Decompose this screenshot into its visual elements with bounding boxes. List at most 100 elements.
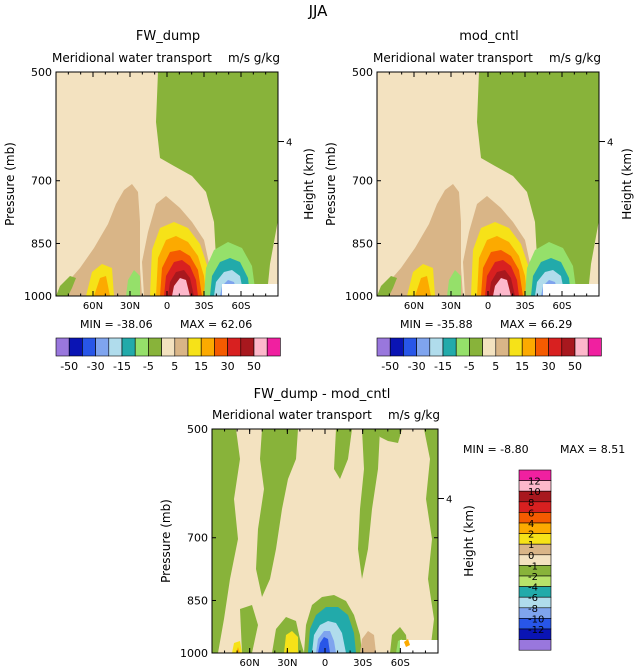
colorbar-label: -5: [464, 360, 475, 373]
panel-left-yticks: 500 700 850 1000: [24, 66, 278, 303]
y-tick-label: 500: [352, 66, 373, 79]
colorbar-swatch: [134, 337, 149, 357]
panel-right-max: MAX = 66.29: [500, 318, 572, 331]
colorbar-swatch: [518, 543, 552, 556]
y-tick-label: 850: [187, 594, 208, 607]
colorbar-label: 2: [528, 530, 534, 541]
colorbar-swatch: [574, 337, 589, 357]
height-tick-label: 4: [446, 495, 452, 506]
colorbar-label: 0: [528, 551, 534, 562]
colorbar-label: 4: [528, 519, 534, 530]
panel-left-ylabel-right: Height (km): [302, 148, 316, 219]
colorbar-swatch: [240, 337, 255, 357]
panel-diff-yticks: 500 700 850 1000: [180, 423, 438, 660]
x-tick-label: 30S: [194, 301, 213, 312]
y-tick-label: 500: [31, 66, 52, 79]
colorbar-swatch: [55, 337, 70, 357]
colorbar-swatch: [200, 337, 215, 357]
x-tick-label: 60N: [404, 301, 424, 312]
height-tick-label: 4: [286, 138, 292, 149]
panel-diff-subtitle-right: m/s g/kg: [388, 408, 440, 422]
y-tick-label: 850: [31, 237, 52, 250]
colorbar-swatch: [482, 337, 497, 357]
x-tick-label: 0: [322, 658, 328, 669]
y-tick-label: 850: [352, 237, 373, 250]
colorbar-label: 12: [528, 477, 541, 488]
colorbar-label: -12: [528, 625, 544, 636]
panel-left-xticks: 60N 30N 0 30S 60S: [67, 72, 267, 312]
y-tick-label: 700: [31, 175, 52, 188]
panel-diff: FW_dump - mod_cntl Meridional water tran…: [159, 387, 625, 669]
colorbar-swatch: [403, 337, 417, 357]
colorbar-swatch: [121, 337, 136, 357]
colorbar-label: 8: [528, 498, 534, 509]
x-tick-label: 60N: [83, 301, 103, 312]
panel-left-subtitle-left: Meridional water transport: [52, 51, 212, 65]
panel-diff-min: MIN = -8.80: [463, 443, 529, 456]
x-tick-label: 30S: [515, 301, 534, 312]
colorbar-label: -30: [87, 360, 105, 373]
colorbar-swatch: [548, 337, 563, 357]
colorbar-label: 50: [568, 360, 582, 373]
x-tick-label: 60S: [391, 658, 410, 669]
panel-right: mod_cntl Meridional water transport m/s …: [324, 29, 634, 373]
panel-right-height-tick: 4: [599, 138, 613, 149]
colorbar-swatch: [174, 337, 189, 357]
colorbar-swatch: [389, 337, 404, 357]
panel-right-ylabel: Pressure (mb): [324, 142, 338, 226]
colorbar-swatch: [253, 337, 268, 357]
colorbar-swatch: [416, 337, 431, 357]
panel-diff-xticks: 60N 30N 0 30S 60S: [224, 429, 426, 669]
colorbar-label: -50: [381, 360, 399, 373]
colorbar-swatch: [518, 501, 552, 513]
panel-left-ylabel: Pressure (mb): [3, 142, 17, 226]
panel-diff-ylabel-right: Height (km): [462, 505, 476, 576]
colorbar-swatch: [442, 337, 457, 357]
colorbar-label: -4: [528, 583, 538, 594]
colorbar-swatch: [561, 337, 576, 357]
colorbar-swatch: [148, 337, 162, 357]
colorbar-swatch: [266, 337, 281, 357]
x-tick-label: 60N: [240, 658, 260, 669]
colorbar-label: 6: [528, 508, 534, 519]
panel-diff-max: MAX = 8.51: [560, 443, 625, 456]
colorbar-swatch: [508, 337, 523, 357]
colorbar-swatch: [82, 337, 96, 357]
x-tick-label: 30S: [353, 658, 372, 669]
colorbar-swatch: [518, 522, 552, 534]
panel-left-max: MAX = 62.06: [180, 318, 252, 331]
colorbar-swatch: [495, 337, 510, 357]
x-tick-label: 0: [485, 301, 491, 312]
colorbar-label: 10: [528, 487, 541, 498]
colorbar-label: -5: [143, 360, 154, 373]
colorbar-swatch: [429, 337, 444, 357]
panel-right-subtitle-right: m/s g/kg: [549, 51, 601, 65]
colorbar-label: 50: [247, 360, 261, 373]
x-tick-label: 30N: [441, 301, 461, 312]
y-tick-label: 500: [187, 423, 208, 436]
panel-left-min: MIN = -38.06: [80, 318, 153, 331]
panel-left-contours: [56, 72, 278, 296]
colorbar-swatch: [521, 337, 536, 357]
colorbar-swatch: [187, 337, 202, 357]
panel-right-contours: [377, 72, 599, 296]
colorbar-swatch: [95, 337, 110, 357]
colorbar-label: 5: [171, 360, 178, 373]
colorbar-label: -15: [113, 360, 131, 373]
panel-left-title: FW_dump: [136, 29, 200, 44]
colorbar-swatch: [518, 533, 552, 545]
panel-diff-height-tick: 4: [438, 495, 452, 506]
y-tick-label: 700: [187, 532, 208, 545]
colorbar-label: 15: [515, 360, 529, 373]
y-tick-label: 1000: [180, 647, 208, 660]
colorbar-label: -2: [528, 572, 538, 583]
colorbar-swatch: [108, 337, 123, 357]
panel-left-height-tick: 4: [278, 138, 292, 149]
panel-diff-ylabel: Pressure (mb): [159, 499, 173, 583]
panel-right-xticks: 60N 30N 0 30S 60S: [388, 72, 588, 312]
colorbar-label: 1: [528, 540, 534, 551]
colorbar-swatch: [161, 337, 176, 357]
colorbar-label: -30: [408, 360, 426, 373]
colorbar-label: -6: [528, 593, 538, 604]
